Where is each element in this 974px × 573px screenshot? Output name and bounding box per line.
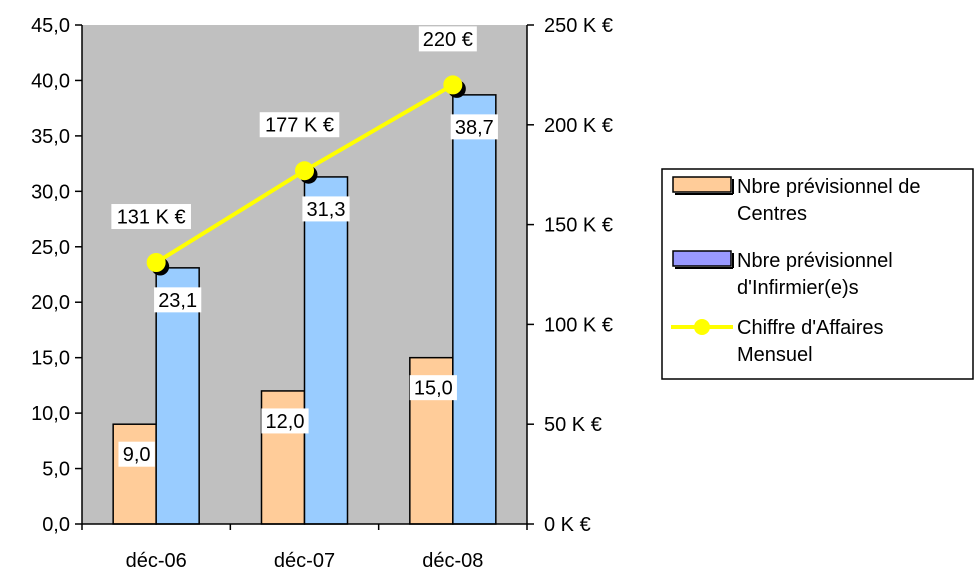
x-tick-label: déc-06 — [126, 550, 187, 572]
line-data-label-bg — [111, 204, 191, 230]
y-left-tick-label: 25,0 — [31, 237, 70, 259]
line-data-label: 131 K € — [117, 207, 186, 229]
x-tick-label: déc-07 — [274, 550, 335, 572]
y-left-tick-label: 15,0 — [31, 348, 70, 370]
y-right-tick-label: 50 K € — [544, 414, 602, 436]
bar-data-label: 9,0 — [123, 444, 151, 466]
y-right-tick-label: 200 K € — [544, 115, 613, 137]
line-data-label: 220 € — [423, 29, 473, 51]
y-left-tick-label: 5,0 — [42, 459, 70, 481]
bar-data-label-bg — [154, 287, 202, 313]
legend-label: Centres — [737, 203, 807, 225]
line-data-label: 177 K € — [265, 115, 334, 137]
legend-marker — [694, 319, 710, 335]
bar-data-label-bg — [302, 196, 350, 222]
bar — [303, 176, 349, 525]
line-data-label-bg — [418, 26, 477, 52]
bar-data-label: 38,7 — [455, 117, 494, 139]
line-data-label-bg — [259, 112, 340, 138]
line-point — [443, 75, 463, 95]
y-left-tick-label: 20,0 — [31, 292, 70, 314]
legend-swatch — [672, 250, 732, 267]
y-right-tick-label: 250 K € — [544, 15, 613, 37]
y-right-tick-label: 100 K € — [544, 314, 613, 336]
y-left-tick-label: 30,0 — [31, 181, 70, 203]
line-point — [295, 161, 314, 181]
legend-label: Nbre prévisionnel — [737, 250, 893, 272]
legend — [661, 168, 974, 380]
bar — [452, 94, 497, 525]
bar — [112, 423, 157, 525]
bar-data-label: 23,1 — [158, 290, 197, 312]
y-left-tick-label: 0,0 — [42, 514, 70, 536]
line-point — [146, 253, 166, 273]
legend-label: d'Infirmier(e)s — [737, 277, 859, 299]
legend-label: Nbre prévisionnel de — [737, 176, 920, 198]
y-right-tick-label: 0 K € — [544, 514, 591, 536]
bar-data-label: 31,3 — [307, 199, 346, 221]
legend-label: Mensuel — [737, 344, 813, 366]
bar-data-label-bg — [409, 375, 457, 401]
y-left-tick-label: 35,0 — [31, 126, 70, 148]
y-left-tick-label: 45,0 — [31, 15, 70, 37]
bar-data-label-bg — [118, 441, 155, 467]
bar-data-label: 15,0 — [414, 378, 453, 400]
legend-swatch — [672, 176, 732, 193]
y-left-tick-label: 10,0 — [31, 403, 70, 425]
x-tick-label: déc-08 — [422, 550, 483, 572]
bar-data-label: 12,0 — [266, 411, 305, 433]
bar-data-label-bg — [261, 408, 309, 434]
bar-data-label-bg — [450, 114, 498, 140]
legend-label: Chiffre d'Affaires — [737, 317, 883, 339]
y-right-tick-label: 150 K € — [544, 215, 613, 237]
y-left-tick-label: 40,0 — [31, 70, 70, 92]
